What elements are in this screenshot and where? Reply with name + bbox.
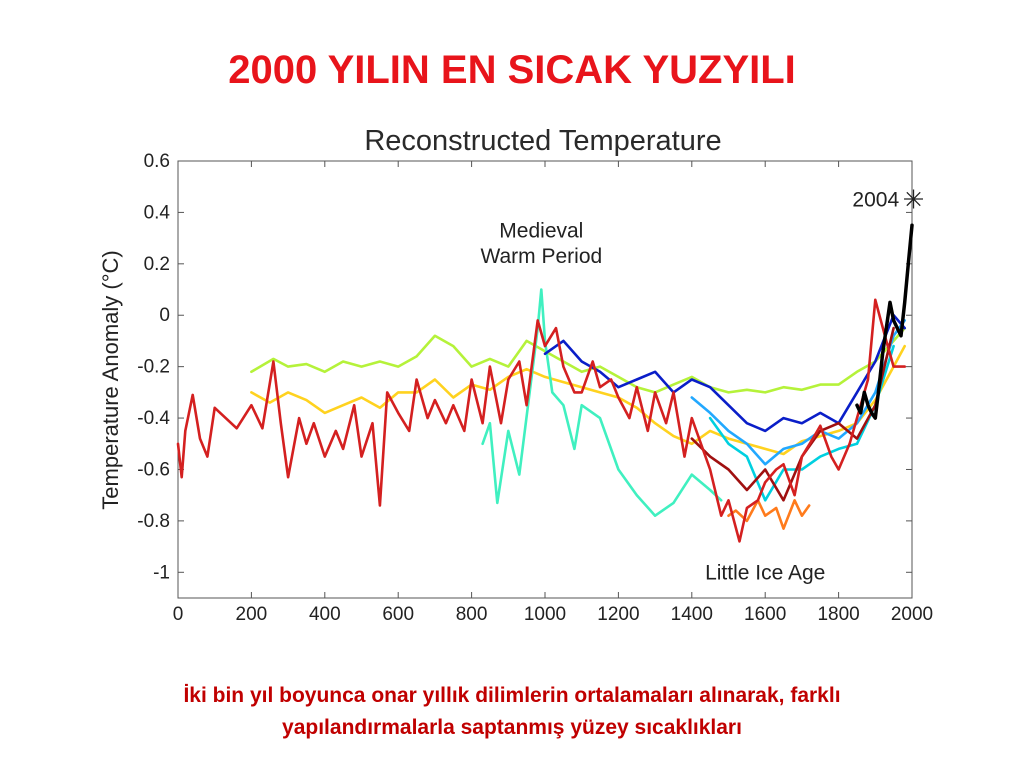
annotation-label: 2004: [852, 189, 899, 212]
annotation-label: Little Ice Age: [705, 561, 825, 584]
caption: İki bin yıl boyunca onar yıllık dilimler…: [20, 680, 1004, 744]
temperature-chart: Reconstructed Temperature 0 200 400 600 800 1…: [98, 125, 933, 625]
series-line: [727, 498, 811, 530]
x-tick-label: 1000: [524, 604, 566, 625]
series-line: [481, 288, 723, 518]
y-tick-label: -1: [153, 562, 170, 583]
y-tick-label: 0: [159, 305, 170, 326]
caption-line-1: İki bin yıl boyunca onar yıllık dilimler…: [183, 684, 841, 707]
y-tick-label: 0.4: [144, 202, 171, 223]
series-line: [250, 344, 907, 456]
x-tick-label: 600: [382, 604, 414, 625]
axes: 0 200 400 600 800 1000 1200 1400 1600 1800 2000 0.6…: [137, 151, 933, 625]
series-line: [690, 319, 907, 466]
x-tick-label: 1800: [817, 604, 859, 625]
caption-line-2: yapılandırmalarla saptanmış yüzey sıcakl…: [282, 716, 742, 739]
series-line: [176, 298, 907, 543]
y-tick-label: -0.4: [137, 408, 170, 429]
series-line: [690, 326, 895, 502]
series-layer: [176, 223, 914, 543]
x-tick-label: 1200: [597, 604, 639, 625]
x-tick-label: 1400: [671, 604, 713, 625]
asterisk-marker: ✳: [903, 185, 925, 215]
annotation-layer: Medieval Warm Period Little Ice Age 2004 ✳: [480, 185, 924, 585]
x-tick-label: 400: [309, 604, 341, 625]
series-line: [543, 313, 907, 433]
x-tick-label: 2000: [891, 604, 933, 625]
x-tick-label: 0: [173, 604, 184, 625]
series-line: [250, 326, 907, 394]
y-tick-label: -0.8: [137, 511, 170, 532]
chart-title: Reconstructed Temperature: [364, 125, 721, 157]
y-tick-label: 0.2: [144, 254, 170, 275]
slide-title: 2000 YILIN EN SICAK YUZYILI: [228, 48, 796, 92]
y-tick-label: -0.2: [137, 357, 170, 378]
series-line: [708, 344, 895, 502]
x-tick-label: 800: [456, 604, 488, 625]
series-line: [855, 223, 914, 420]
x-tick-label: 1600: [744, 604, 786, 625]
x-tick-label: 200: [236, 604, 268, 625]
annotation-label: Warm Period: [480, 245, 602, 268]
y-tick-label: -0.6: [137, 459, 170, 480]
annotation-label: Medieval: [499, 219, 583, 242]
y-tick-label: 0.6: [144, 151, 170, 172]
y-axis-label: Temperature Anomaly (°C): [98, 250, 123, 509]
